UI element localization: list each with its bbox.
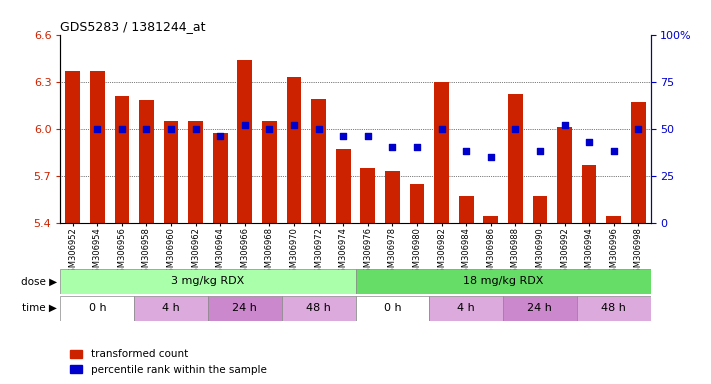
Bar [606,217,621,223]
Point [411,144,422,151]
Bar [208,296,282,321]
Bar [90,71,105,223]
Text: 4 h: 4 h [457,303,475,313]
Bar [503,296,577,321]
Text: 48 h: 48 h [306,303,331,313]
Text: 18 mg/kg RDX: 18 mg/kg RDX [463,276,543,286]
Bar [508,94,523,223]
Point [313,126,324,132]
Point [584,139,595,145]
Point [190,126,201,132]
Bar [429,296,503,321]
Bar [582,165,597,223]
Point [485,154,496,160]
Point [116,126,127,132]
Bar [483,217,498,223]
Bar [114,96,129,223]
Text: 24 h: 24 h [528,303,552,313]
Point [461,148,472,154]
Point [289,122,300,128]
Legend: transformed count, percentile rank within the sample: transformed count, percentile rank withi… [65,345,271,379]
Bar [360,168,375,223]
Bar [356,296,429,321]
Point [510,126,521,132]
Bar [282,296,356,321]
Point [264,126,275,132]
Bar [311,99,326,223]
Point [633,126,644,132]
Bar [164,121,178,223]
Bar [631,102,646,223]
Bar [577,296,651,321]
Text: 0 h: 0 h [383,303,401,313]
Text: 24 h: 24 h [232,303,257,313]
Point [215,133,226,139]
Bar [410,184,424,223]
Bar [139,101,154,223]
Bar [237,60,252,223]
Point [387,144,398,151]
Bar [459,196,474,223]
Text: 4 h: 4 h [162,303,180,313]
Bar [188,121,203,223]
Bar [134,296,208,321]
Point [608,148,619,154]
Bar [262,121,277,223]
Bar [65,71,80,223]
Point [166,126,177,132]
Bar [60,296,134,321]
Bar [213,133,228,223]
Text: time ▶: time ▶ [22,303,57,313]
Bar [287,77,301,223]
Point [436,126,447,132]
Point [92,126,103,132]
Point [141,126,152,132]
Text: 48 h: 48 h [602,303,626,313]
Bar [385,171,400,223]
Point [338,133,349,139]
Text: dose ▶: dose ▶ [21,276,57,286]
Point [362,133,373,139]
Text: 0 h: 0 h [88,303,106,313]
Bar [533,196,547,223]
Bar [434,82,449,223]
Bar [356,269,651,294]
Bar [557,127,572,223]
Bar [336,149,351,223]
Text: 3 mg/kg RDX: 3 mg/kg RDX [171,276,245,286]
Text: GDS5283 / 1381244_at: GDS5283 / 1381244_at [60,20,206,33]
Bar [60,269,356,294]
Point [239,122,250,128]
Point [559,122,570,128]
Point [534,148,545,154]
